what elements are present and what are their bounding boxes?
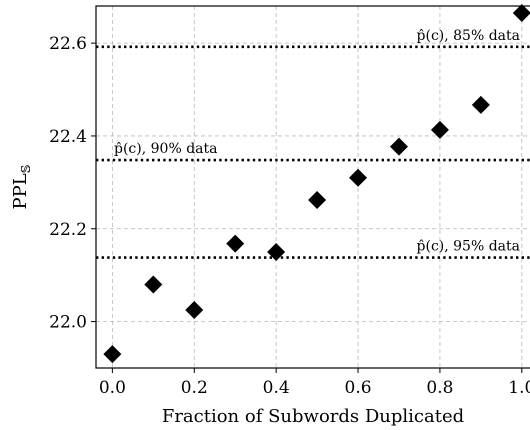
plot-frame	[95, 5, 530, 369]
data-point	[308, 190, 327, 209]
x-tick-label: 0.4	[263, 378, 290, 398]
data-points	[103, 3, 530, 364]
data-point	[185, 300, 204, 319]
reference-line-label: p̂(c), 95% data	[417, 239, 520, 255]
data-point	[471, 95, 490, 114]
x-tick-label: 1.0	[508, 378, 530, 398]
reference-line-label: p̂(c), 85% data	[417, 28, 520, 44]
x-axis-label: Fraction of Subwords Duplicated	[162, 406, 464, 427]
data-point	[349, 168, 368, 187]
grid	[96, 6, 530, 368]
y-tick-label: 22.0	[49, 313, 87, 333]
data-point	[144, 275, 163, 294]
data-point	[226, 234, 245, 253]
data-point	[103, 345, 122, 364]
x-tick-label: 0.6	[345, 378, 372, 398]
data-point	[512, 3, 530, 22]
data-point	[389, 137, 408, 156]
x-tick-label: 0.8	[426, 378, 453, 398]
x-axis-ticks: 0.0 0.2 0.4 0.6 0.8 1.0	[99, 368, 530, 398]
x-tick-label: 0.2	[181, 378, 208, 398]
y-axis-label: PPL𝕊	[10, 165, 33, 210]
data-point	[430, 120, 449, 139]
reference-lines: p̂(c), 85% data p̂(c), 90% data p̂(c), 95%…	[96, 28, 530, 259]
y-tick-label: 22.2	[49, 220, 87, 240]
y-axis-label-subscript: 𝕊	[19, 165, 33, 174]
y-tick-label: 22.4	[49, 127, 87, 147]
data-point	[267, 242, 286, 261]
reference-line-label: p̂(c), 90% data	[114, 141, 217, 157]
y-axis-label-main: PPL	[10, 173, 31, 209]
y-tick-label: 22.6	[49, 34, 87, 54]
x-tick-label: 0.0	[99, 378, 126, 398]
y-axis-ticks: 22.0 22.2 22.4 22.6	[49, 34, 96, 333]
